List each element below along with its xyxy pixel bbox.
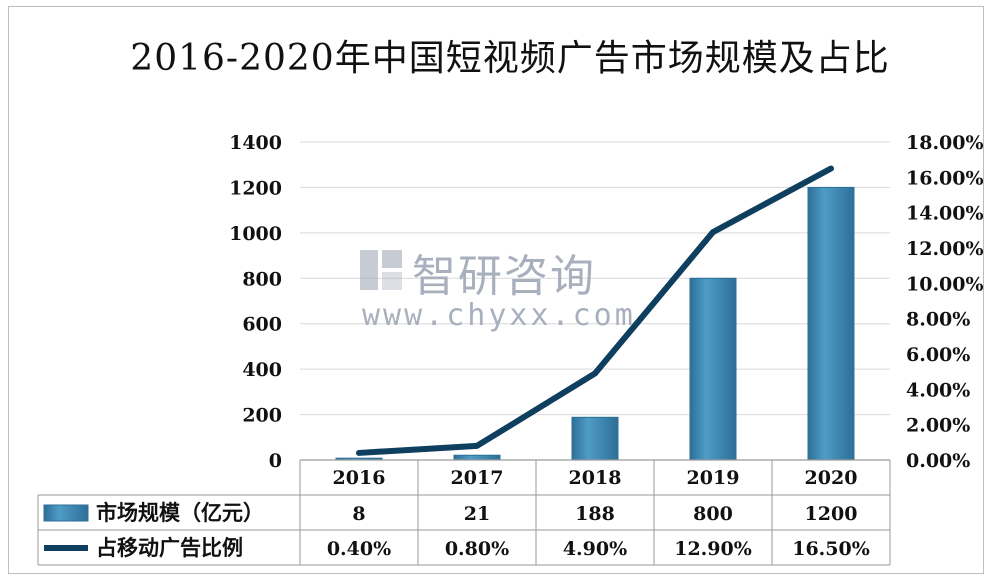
y-right-tick-label: 16.00%	[906, 167, 984, 189]
bar-2017	[453, 454, 501, 461]
table-value-bar: 8	[352, 503, 365, 525]
y-right-tick-label: 0.00%	[906, 450, 970, 472]
y-left-tick-label: 600	[242, 314, 282, 336]
watermark-brand: 智研咨询	[412, 251, 596, 302]
legend-key-bar	[43, 504, 89, 522]
table-value-line: 0.40%	[327, 538, 391, 560]
table-value-line: 16.50%	[792, 538, 870, 560]
y-left-tick-label: 1400	[229, 132, 282, 154]
y-right-tick-label: 10.00%	[906, 273, 984, 295]
bar-2020	[807, 186, 855, 461]
y-right-tick-label: 8.00%	[906, 309, 970, 331]
y-right-tick-label: 4.00%	[906, 379, 970, 401]
bar-2019	[689, 277, 737, 461]
y-left-tick-label: 0	[269, 450, 282, 472]
line-series-share	[356, 165, 834, 456]
table-value-bar: 1200	[805, 503, 858, 525]
table-value-line: 0.80%	[445, 538, 509, 560]
y-left-tick-label: 1200	[229, 177, 282, 199]
table-value-bar: 800	[693, 503, 733, 525]
x-tick-label: 2020	[805, 467, 858, 489]
y-left-tick-label: 1000	[229, 223, 282, 245]
y-right-tick-label: 6.00%	[906, 344, 970, 366]
bar-2018	[571, 416, 619, 461]
table-value-bar: 188	[575, 503, 615, 525]
y-right-tick-label: 2.00%	[906, 415, 970, 437]
y-left-tick-label: 400	[242, 359, 282, 381]
chyxx-logo-icon	[360, 250, 402, 290]
x-tick-label: 2019	[687, 467, 740, 489]
y-left-tick-label: 200	[242, 405, 282, 427]
y-right-tick-label: 14.00%	[906, 203, 984, 225]
y-right-tick-label: 12.00%	[906, 238, 984, 260]
y-left-tick-label: 800	[242, 268, 282, 290]
x-tick-label: 2016	[333, 467, 386, 489]
x-tick-label: 2017	[451, 467, 504, 489]
table-value-line: 12.90%	[674, 538, 752, 560]
y-right-tick-label: 18.00%	[906, 132, 984, 154]
legend-label-line: 占移动广告比例	[96, 536, 243, 560]
x-tick-label: 2018	[569, 467, 622, 489]
watermark-url: www.chyxx.com	[362, 298, 636, 333]
chart-title: 2016-2020年中国短视频广告市场规模及占比	[130, 38, 890, 79]
legend-label-bar: 市场规模（亿元）	[96, 501, 264, 525]
table-value-bar: 21	[464, 503, 490, 525]
table-value-line: 4.90%	[563, 538, 627, 560]
